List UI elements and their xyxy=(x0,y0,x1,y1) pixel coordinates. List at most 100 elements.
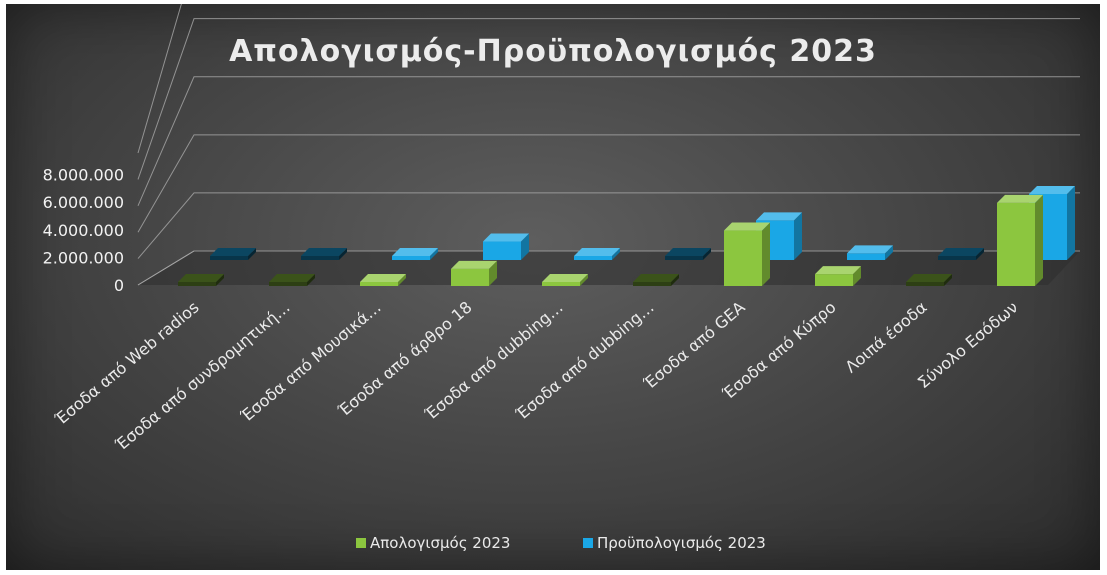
bar-proypologismos xyxy=(574,248,620,260)
bar-side xyxy=(671,274,679,286)
bar-proypologismos xyxy=(392,248,438,260)
bar-front xyxy=(542,282,580,286)
bar-top xyxy=(392,248,438,256)
gridline xyxy=(137,18,1080,180)
bar-top xyxy=(360,274,406,282)
bar-chart: Απολογισμός-Προϋπολογισμός 2023 0 2.000.0… xyxy=(43,4,1080,552)
chart-title: Απολογισμός-Προϋπολογισμός 2023 xyxy=(229,34,877,69)
category-label: Λοιπά έσοδα xyxy=(842,298,931,377)
bar-top xyxy=(542,274,588,282)
gridline xyxy=(137,192,1080,259)
bar-front xyxy=(451,268,489,286)
bar-side xyxy=(216,274,224,286)
bar-proypologismos xyxy=(210,248,256,260)
bar-side xyxy=(1035,194,1043,286)
bar-top xyxy=(210,248,256,256)
bar-top xyxy=(483,233,529,242)
bar-top xyxy=(574,248,620,256)
bar-top xyxy=(1029,186,1075,194)
bar-front xyxy=(724,230,762,286)
legend-label: Προϋπολογισμός 2023 xyxy=(597,534,766,552)
bar-top xyxy=(451,260,497,269)
bar-apologismos xyxy=(724,222,770,286)
bar-side xyxy=(307,274,315,286)
bar-top xyxy=(938,248,984,256)
bar-side xyxy=(580,274,588,286)
bar-side xyxy=(248,248,256,260)
gridline xyxy=(137,4,182,154)
y-tick-label: 4.000.000 xyxy=(43,221,124,240)
bar-front xyxy=(665,256,703,260)
y-axis: 0 2.000.000 4.000.000 6.000.000 8.000.000 xyxy=(43,166,124,295)
bar-top xyxy=(724,222,770,231)
bar-proypologismos xyxy=(665,248,711,260)
bar-front xyxy=(360,282,398,286)
bar-front xyxy=(392,256,430,260)
bar-apologismos xyxy=(997,194,1043,286)
bar-apologismos xyxy=(542,274,588,286)
bar-side xyxy=(944,274,952,286)
bar-side xyxy=(521,233,529,260)
y-tick-label: 2.000.000 xyxy=(43,248,124,267)
bar-top xyxy=(906,274,952,282)
bar-side xyxy=(339,248,347,260)
bar-top xyxy=(997,194,1043,203)
bar-top xyxy=(756,212,802,221)
bar-top xyxy=(815,266,861,275)
bars xyxy=(178,186,1075,286)
bar-front xyxy=(178,282,216,286)
bar-proypologismos xyxy=(938,248,984,260)
bar-front xyxy=(938,256,976,260)
bar-front xyxy=(815,274,853,286)
category-label: Έσοδα από συνδρομητική… xyxy=(111,298,294,455)
bar-apologismos xyxy=(178,274,224,286)
bar-front xyxy=(847,253,885,260)
bar-front xyxy=(269,282,307,286)
chart-area: Απολογισμός-Προϋπολογισμός 2023 0 2.000.0… xyxy=(6,4,1100,570)
bar-side xyxy=(398,274,406,286)
bar-top xyxy=(633,274,679,282)
gridline xyxy=(137,134,1080,233)
bar-front xyxy=(633,282,671,286)
bar-side xyxy=(976,248,984,260)
bar-side xyxy=(612,248,620,260)
legend-label: Απολογισμός 2023 xyxy=(370,534,510,552)
gridline xyxy=(137,76,1080,206)
bar-apologismos xyxy=(269,274,315,286)
legend: Απολογισμός 2023 Προϋπολογισμός 2023 xyxy=(356,534,766,552)
bar-side xyxy=(885,245,893,260)
bar-top xyxy=(178,274,224,282)
bar-proypologismos xyxy=(847,245,893,260)
bar-side xyxy=(853,266,861,286)
bar-front xyxy=(574,256,612,260)
bar-side xyxy=(489,260,497,286)
bar-front xyxy=(483,241,521,260)
bar-apologismos xyxy=(360,274,406,286)
bar-top xyxy=(269,274,315,282)
legend-swatch xyxy=(356,538,366,548)
bar-top xyxy=(847,245,893,254)
bar-top xyxy=(301,248,347,256)
bar-apologismos xyxy=(815,266,861,286)
bar-apologismos xyxy=(906,274,952,286)
bar-side xyxy=(762,222,770,286)
bar-apologismos xyxy=(633,274,679,286)
bar-proypologismos xyxy=(301,248,347,260)
y-tick-label: 8.000.000 xyxy=(43,166,124,185)
bar-front xyxy=(301,256,339,260)
y-tick-label: 0 xyxy=(114,276,124,295)
bar-front xyxy=(210,256,248,260)
bar-side xyxy=(1067,186,1075,260)
bar-front xyxy=(997,202,1035,286)
bar-side xyxy=(703,248,711,260)
y-tick-label: 6.000.000 xyxy=(43,193,124,212)
bar-proypologismos xyxy=(483,233,529,260)
legend-swatch xyxy=(583,538,593,548)
bar-top xyxy=(665,248,711,256)
bar-side xyxy=(794,212,802,260)
category-label: Έσοδα από Web radios xyxy=(51,298,203,430)
bar-apologismos xyxy=(451,260,497,286)
bar-side xyxy=(430,248,438,260)
bar-front xyxy=(906,282,944,286)
